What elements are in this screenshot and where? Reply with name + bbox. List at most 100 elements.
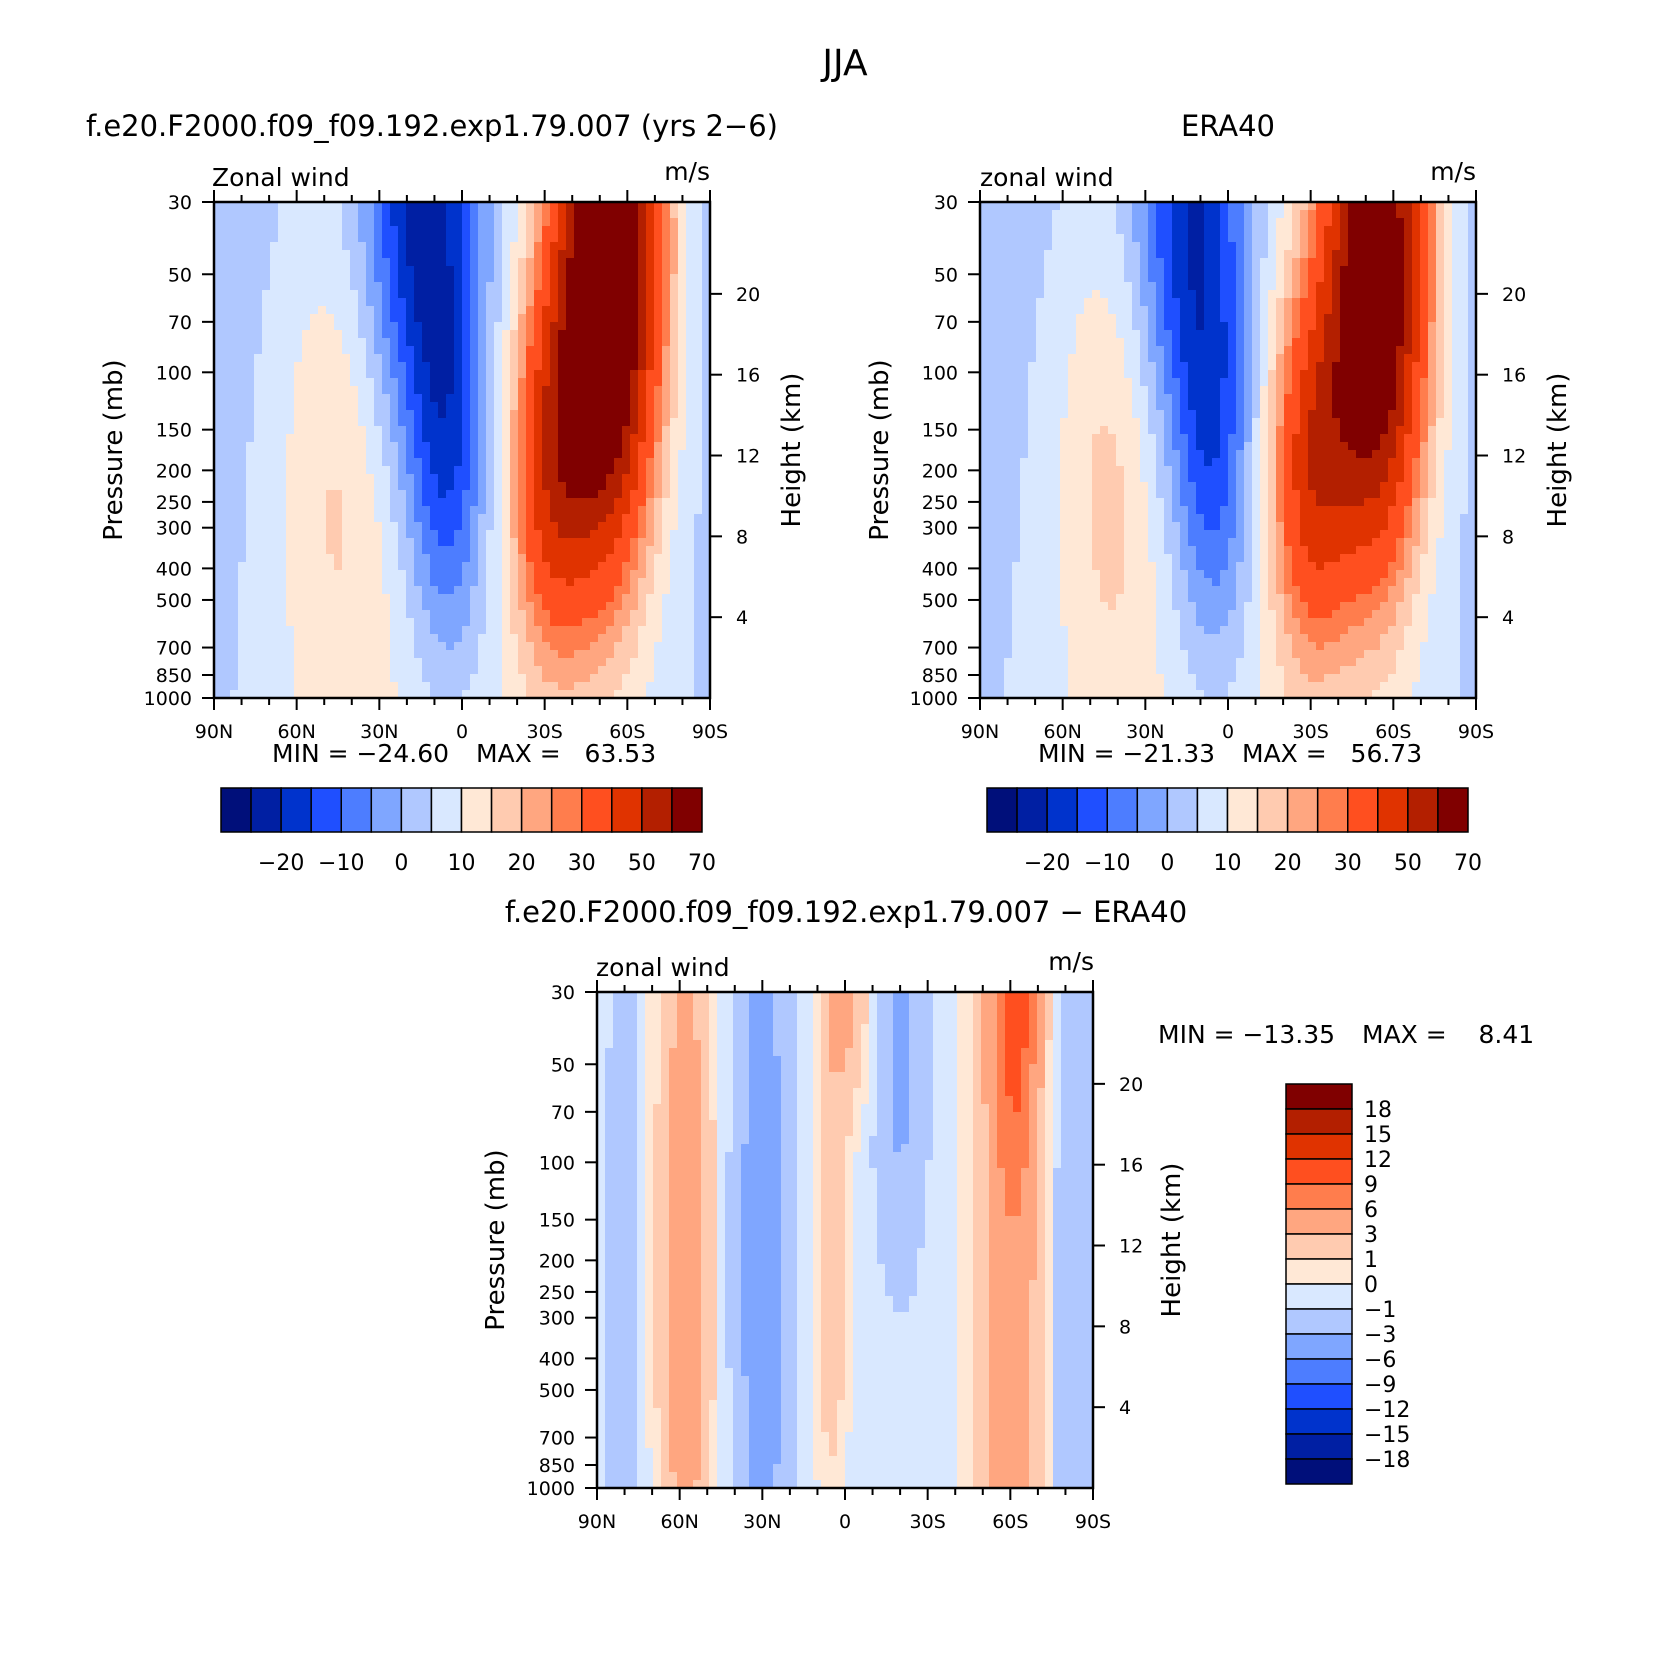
field-cell <box>478 402 487 411</box>
field-cell <box>988 426 997 435</box>
field-cell <box>996 626 1005 635</box>
field-cell <box>702 498 711 507</box>
field-cell <box>646 250 655 259</box>
field-cell <box>350 490 359 499</box>
field-cell <box>262 450 271 459</box>
field-cell <box>1004 362 1013 371</box>
field-cell <box>1052 426 1061 435</box>
field-cell <box>438 610 447 619</box>
field-cell <box>670 298 679 307</box>
field-cell <box>454 634 463 643</box>
field-cell <box>1076 346 1085 355</box>
field-cell <box>630 322 639 331</box>
field-cell <box>1068 298 1077 307</box>
colorbar-label: 0 <box>394 851 408 876</box>
field-cell <box>286 570 295 579</box>
field-cell <box>996 546 1005 555</box>
field-cell <box>446 562 455 571</box>
field-cell <box>446 642 455 651</box>
field-cell <box>606 578 615 587</box>
field-cell <box>702 490 711 499</box>
field-cell <box>534 522 543 531</box>
field-cell <box>646 506 655 515</box>
field-cell <box>1076 650 1085 659</box>
field-cell <box>318 634 327 643</box>
field-cell <box>996 426 1005 435</box>
field-cell <box>622 546 631 555</box>
field-cell <box>366 570 375 579</box>
field-cell <box>598 506 607 515</box>
field-cell <box>486 626 495 635</box>
field-cell <box>462 226 471 235</box>
field-cell <box>980 290 989 299</box>
field-cell <box>646 370 655 379</box>
field-cell <box>222 290 231 299</box>
field-cell <box>654 330 663 339</box>
field-cell <box>398 634 407 643</box>
field-cell <box>542 346 551 355</box>
field-cell <box>334 370 343 379</box>
field-cell <box>422 658 431 667</box>
field-cell <box>254 290 263 299</box>
field-cell <box>1060 242 1069 251</box>
field-cell <box>494 546 503 555</box>
field-cell <box>270 538 279 547</box>
field-cell <box>358 362 367 371</box>
field-cell <box>350 546 359 555</box>
field-cell <box>566 514 575 523</box>
field-cell <box>614 658 623 667</box>
field-cell <box>1028 554 1037 563</box>
field-cell <box>630 650 639 659</box>
field-cell <box>606 666 615 675</box>
field-cell <box>558 290 567 299</box>
field-cell <box>526 666 535 675</box>
field-cell <box>678 394 687 403</box>
field-cell <box>262 402 271 411</box>
field-cell <box>462 210 471 219</box>
field-cell <box>374 306 383 315</box>
field-cell <box>270 666 279 675</box>
field-cell <box>510 370 519 379</box>
field-cell <box>342 546 351 555</box>
field-cell <box>390 330 399 339</box>
field-cell <box>398 418 407 427</box>
field-cell <box>1084 386 1093 395</box>
field-cell <box>996 434 1005 443</box>
field-cell <box>334 258 343 267</box>
field-cell <box>638 386 647 395</box>
field-cell <box>414 234 423 243</box>
field-cell <box>534 234 543 243</box>
height-tick-label: 12 <box>736 446 760 468</box>
field-cell <box>1108 218 1117 227</box>
field-cell <box>1084 466 1093 475</box>
field-cell <box>606 618 615 627</box>
field-cell <box>318 522 327 531</box>
field-cell <box>646 202 655 211</box>
field-cell <box>262 514 271 523</box>
field-cell <box>246 394 255 403</box>
field-cell <box>494 218 503 227</box>
field-cell <box>326 602 335 611</box>
field-cell <box>1084 554 1093 563</box>
field-cell <box>630 394 639 403</box>
field-cell <box>214 370 223 379</box>
field-cell <box>286 442 295 451</box>
field-cell <box>430 626 439 635</box>
field-cell <box>1068 258 1077 267</box>
field-cell <box>438 594 447 603</box>
field-cell <box>286 474 295 483</box>
field-cell <box>1076 250 1085 259</box>
field-cell <box>422 610 431 619</box>
field-cell <box>438 626 447 635</box>
field-cell <box>358 690 367 699</box>
field-cell <box>630 458 639 467</box>
field-cell <box>342 674 351 683</box>
field-cell <box>478 218 487 227</box>
field-cell <box>358 538 367 547</box>
field-cell <box>374 218 383 227</box>
field-cell <box>334 354 343 363</box>
field-cell <box>502 674 511 683</box>
field-cell <box>230 594 239 603</box>
field-cell <box>294 386 303 395</box>
field-cell <box>478 618 487 627</box>
